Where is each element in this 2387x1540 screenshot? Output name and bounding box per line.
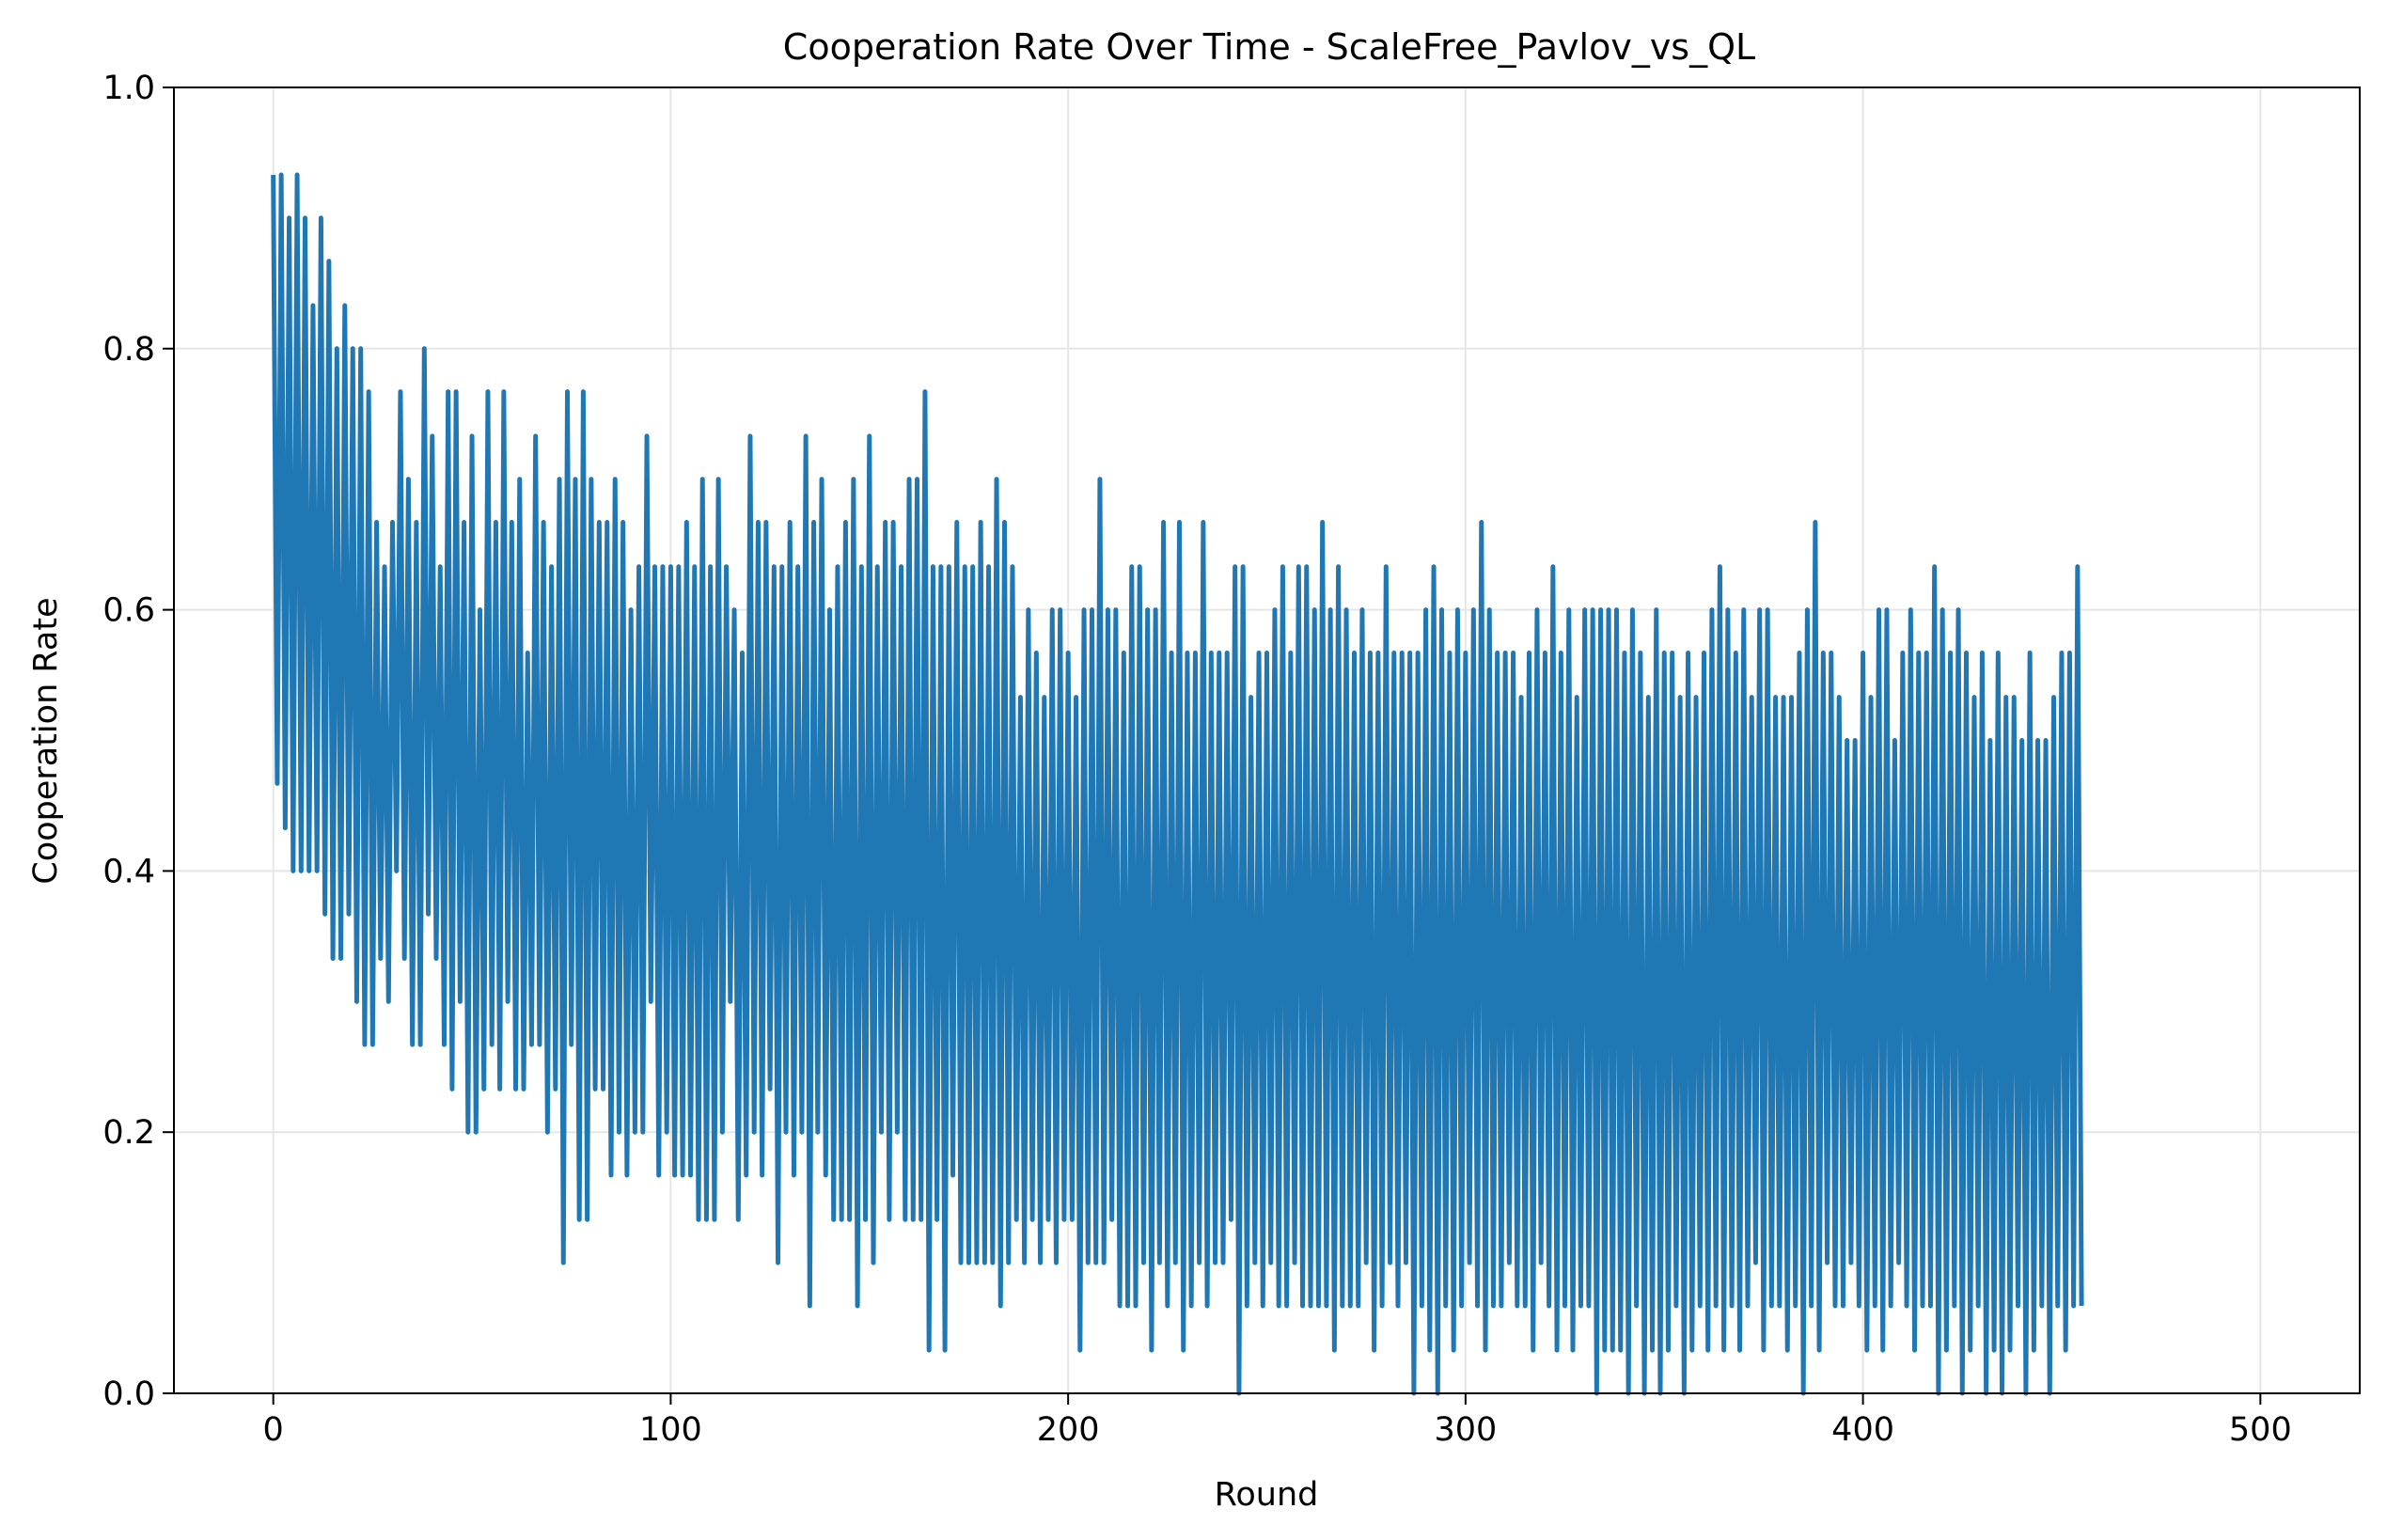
x-axis-ticks: 0 100 200 300 400 500 bbox=[263, 1393, 2292, 1449]
y-tick-label: 0.2 bbox=[102, 1114, 155, 1152]
x-tick-label: 500 bbox=[2229, 1411, 2292, 1449]
plot-area bbox=[271, 172, 2084, 1396]
y-tick-label: 0.0 bbox=[102, 1375, 155, 1413]
y-tick-label: 0.8 bbox=[102, 331, 155, 369]
series-line-cooperation-rate bbox=[271, 172, 2084, 1396]
x-tick-label: 100 bbox=[639, 1411, 702, 1449]
chart-title: Cooperation Rate Over Time - ScaleFree_P… bbox=[783, 26, 1755, 68]
x-tick-label: 300 bbox=[1434, 1411, 1497, 1449]
x-tick-label: 200 bbox=[1037, 1411, 1100, 1449]
y-tick-label: 0.4 bbox=[102, 853, 155, 890]
x-tick-label: 400 bbox=[1831, 1411, 1894, 1449]
axes-frame bbox=[173, 86, 2361, 1394]
x-tick-label: 0 bbox=[263, 1411, 284, 1449]
y-tick-label: 0.6 bbox=[102, 592, 155, 630]
y-tick-label: 1.0 bbox=[102, 70, 155, 107]
y-axis-ticks: 0.0 0.2 0.4 0.6 0.8 1.0 bbox=[102, 70, 174, 1413]
x-axis-label: Round bbox=[1215, 1476, 1319, 1514]
y-axis-label: Cooperation Rate bbox=[27, 597, 65, 884]
